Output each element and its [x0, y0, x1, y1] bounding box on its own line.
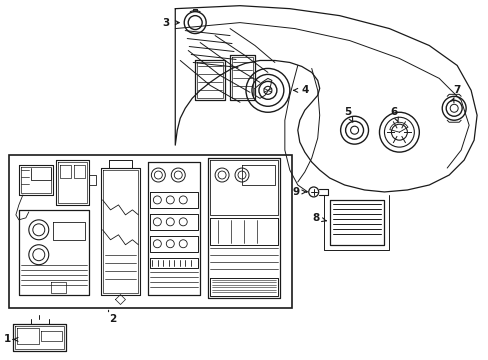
- Text: 5: 5: [343, 107, 350, 117]
- Text: 7: 7: [452, 85, 460, 95]
- Text: 3: 3: [163, 18, 170, 28]
- Text: 1: 1: [4, 334, 12, 345]
- Text: 8: 8: [311, 213, 319, 223]
- Text: 6: 6: [390, 107, 397, 117]
- Text: 2: 2: [109, 314, 116, 324]
- Text: 4: 4: [301, 85, 308, 95]
- Bar: [9, 155, 291, 307]
- Text: 9: 9: [292, 187, 299, 197]
